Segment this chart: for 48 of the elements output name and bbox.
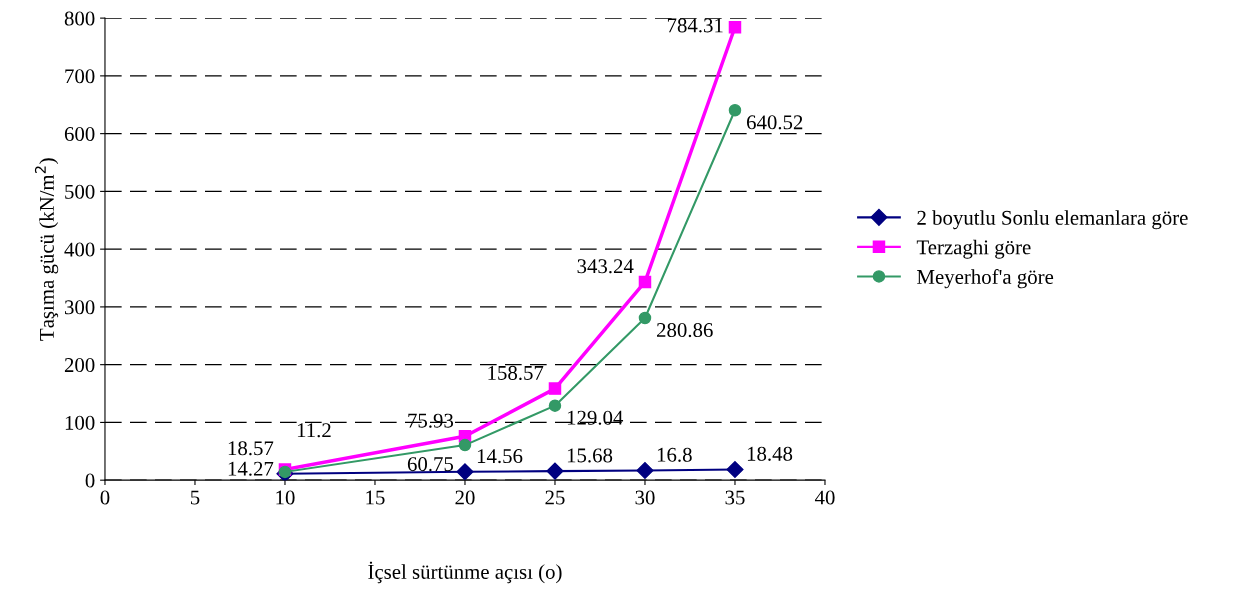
point: [548, 382, 562, 395]
data-label: 14.56: [477, 449, 523, 464]
x-tick-label: 25: [545, 490, 565, 505]
y-tick-label: 700: [65, 69, 95, 84]
data-label: 11.2: [297, 423, 331, 438]
x-tick-label: 35: [725, 490, 745, 505]
x-tick-label: 30: [635, 490, 655, 505]
x-tick-label: 15: [366, 490, 385, 505]
legend-label: Terzaghi göre: [916, 239, 1031, 259]
y-tick-label: 0: [85, 473, 95, 488]
y-tick-label: 500: [65, 184, 95, 199]
data-label: 60.75: [407, 457, 454, 472]
data-label: 129.04: [567, 410, 624, 425]
legend-label: 2 boyutlu Sonlu elemanlara göre: [917, 210, 1188, 230]
y-tick-label: 600: [64, 127, 95, 142]
point: [638, 311, 652, 325]
data-label: 784.31: [667, 18, 723, 33]
point: [726, 460, 744, 479]
point: [456, 463, 474, 481]
y-tick-label: 800: [64, 11, 95, 26]
point: [638, 275, 652, 289]
legend-label: Meyerhof'a göre: [917, 269, 1054, 289]
data-label: 158.57: [488, 365, 544, 381]
point: [458, 438, 472, 452]
data-label: 16.8: [657, 447, 692, 462]
point: [636, 461, 654, 480]
x-axis-title: İçsel sürtünme açısı (o): [368, 561, 562, 584]
point: [728, 20, 742, 34]
data-label: 343.24: [577, 259, 634, 274]
y-tick-label: 200: [64, 358, 95, 373]
x-tick-label: 40: [814, 490, 835, 505]
data-label: 280.86: [657, 323, 713, 338]
y-tick-label: 300: [65, 300, 95, 315]
point: [546, 462, 564, 480]
data-label: 18.57: [228, 441, 274, 456]
data-label: 18.48: [747, 446, 793, 461]
data-label: 15.68: [567, 448, 613, 463]
x-tick-label: 5: [190, 490, 200, 505]
x-tick-label: 10: [276, 490, 295, 505]
data-label: 14.27: [228, 461, 274, 476]
y-tick-label: 400: [64, 242, 95, 257]
data-label: 640.52: [746, 115, 803, 130]
point: [548, 399, 562, 412]
point: [728, 103, 742, 117]
x-tick-label: 0: [100, 490, 110, 505]
x-tick-label: 20: [455, 490, 475, 505]
y-axis-title: Taşıma gücü (kN/m$^{2}$): [34, 158, 59, 341]
y-tick-label: 100: [65, 415, 95, 430]
